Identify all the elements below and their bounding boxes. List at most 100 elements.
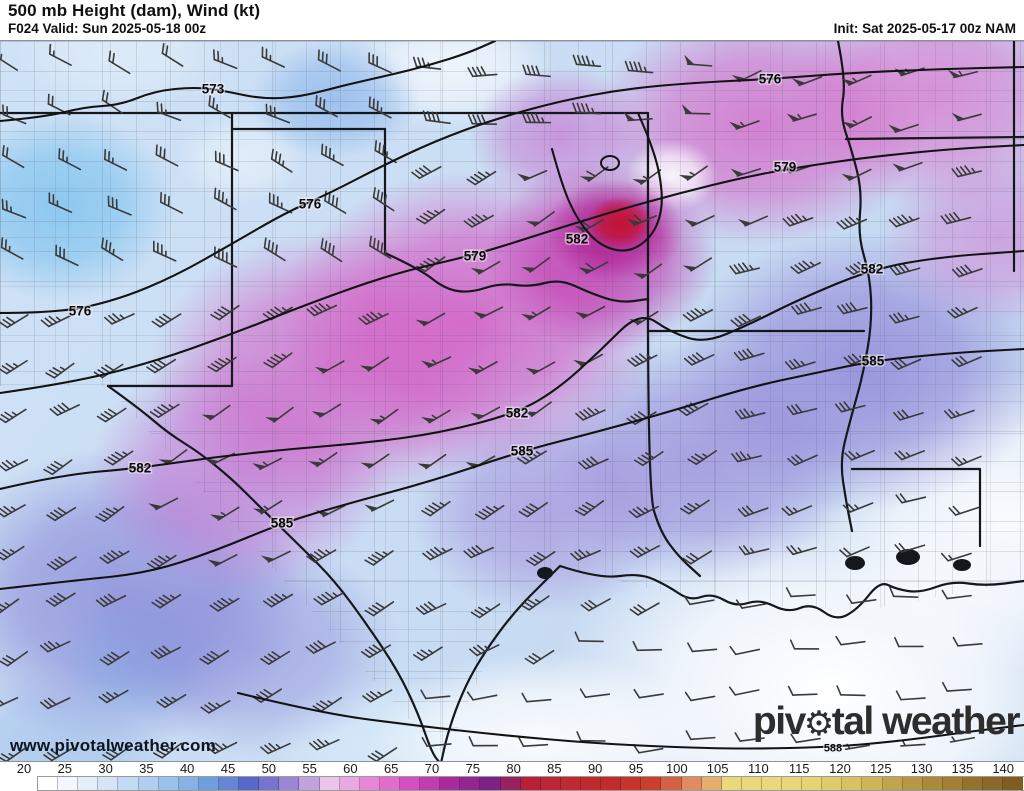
wind-barb [206, 741, 238, 755]
wind-barb [101, 237, 124, 261]
wind-barb [150, 645, 181, 660]
wind-barb [474, 504, 505, 521]
wind-barb [521, 257, 551, 273]
wind-barb [729, 120, 760, 130]
wind-barb [632, 640, 663, 652]
wind-barb [421, 500, 451, 517]
wind-barb [99, 651, 130, 666]
wind-barb [576, 731, 606, 742]
colorbar-cell [359, 777, 380, 790]
colorbar-cell [299, 777, 320, 790]
colorbar-cell [761, 777, 783, 790]
wind-barb [417, 453, 447, 470]
wind-barb [0, 696, 19, 707]
colorbar-tick: 45 [220, 761, 236, 776]
wind-barb [48, 192, 73, 213]
wind-barb [2, 144, 25, 169]
wind-barb [40, 315, 72, 328]
colorbar-ticks: 20 25 30 35 40 45 50 55 60 65 70 75 80 85 90 95 100 105 11… [0, 761, 1024, 777]
colorbar-cell [520, 777, 541, 790]
wind-barb [949, 736, 975, 743]
wind-barb [684, 54, 713, 67]
wind-barb [951, 165, 983, 178]
colorbar-cell [279, 777, 300, 790]
wind-barb [469, 644, 500, 657]
wind-barb [947, 69, 979, 79]
wind-barb [47, 93, 71, 116]
state-border-mississippi-river [836, 41, 873, 533]
wind-barb [306, 549, 337, 563]
contour-label: 585 [862, 354, 885, 369]
wind-barb [632, 169, 662, 185]
colorbar-cell [38, 777, 59, 790]
colorbar-cell [983, 777, 1004, 790]
colorbar-cell [259, 777, 280, 790]
wind-barb [525, 361, 556, 375]
wind-barb [466, 691, 498, 701]
wind-barb [843, 353, 875, 366]
wind-barb [787, 454, 818, 466]
wind-barb [421, 409, 451, 424]
colorbar-cell [158, 777, 179, 790]
colorbar-cell [58, 777, 79, 790]
wind-barb [362, 689, 393, 703]
wind-barb [470, 260, 501, 275]
wind-barb [265, 103, 291, 124]
height-contour-588 [236, 691, 1024, 750]
wind-barb [260, 550, 291, 563]
wind-barb [108, 50, 131, 75]
wind-barb [844, 449, 875, 461]
wind-barb [578, 261, 609, 275]
wind-barb [791, 302, 822, 315]
wind-barb [364, 499, 395, 512]
wind-barb [940, 212, 972, 225]
colorbar-cell [661, 777, 682, 790]
wind-barb [263, 352, 293, 369]
contour-label: 579 [464, 249, 487, 264]
height-contour-573 [0, 41, 497, 123]
wind-barb [845, 261, 876, 275]
wind-barb [580, 598, 611, 612]
wind-barb [734, 732, 765, 742]
height-contour-582 [0, 249, 1024, 491]
wind-barb [895, 493, 927, 504]
init-time-label: Init: Sat 2025-05-17 00z NAM [833, 21, 1016, 36]
contour-label: 582 [129, 461, 152, 476]
wind-barb [99, 550, 130, 564]
contour-label: 573 [202, 82, 225, 97]
wind-barb [894, 637, 924, 648]
colorbar-cell [420, 777, 441, 790]
wind-barb [0, 314, 29, 329]
wind-barb [573, 353, 604, 367]
wind-barb [213, 49, 238, 70]
height-contour-576 [0, 65, 1024, 315]
wind-barb [358, 311, 389, 325]
wind-barb [104, 313, 135, 325]
wind-barb [683, 352, 715, 366]
wind-barb [153, 742, 183, 759]
colorbar-tick: 125 [869, 761, 892, 776]
wind-barb [208, 95, 231, 119]
wind-barb [735, 599, 767, 609]
colorbar-tick: 90 [587, 761, 603, 776]
wind-barb [738, 545, 770, 556]
colorbar-tick: 105 [706, 761, 729, 776]
colorbar-tick: 40 [179, 761, 195, 776]
wind-barb [0, 459, 29, 472]
wind-barb [786, 403, 818, 416]
colorbar-tick: 140 [992, 761, 1015, 776]
wind-barb [947, 306, 978, 319]
colorbar-cell [580, 777, 602, 790]
wind-barbs-layer [0, 42, 983, 761]
wind-barb [200, 700, 231, 714]
wind-barb [841, 168, 872, 181]
wind-barb [263, 593, 294, 608]
wind-barb [151, 313, 182, 328]
wind-barb [159, 191, 184, 214]
page-title: 500 mb Height (dam), Wind (kt) [8, 1, 261, 20]
colorbar-footer: 20 25 30 35 40 45 50 55 60 65 70 75 80 85 90 95 100 105 11… [0, 761, 1024, 791]
wind-barb [207, 356, 237, 373]
colorbar-cell [540, 777, 561, 790]
wind-barb [731, 451, 762, 463]
wind-barb [45, 592, 76, 607]
